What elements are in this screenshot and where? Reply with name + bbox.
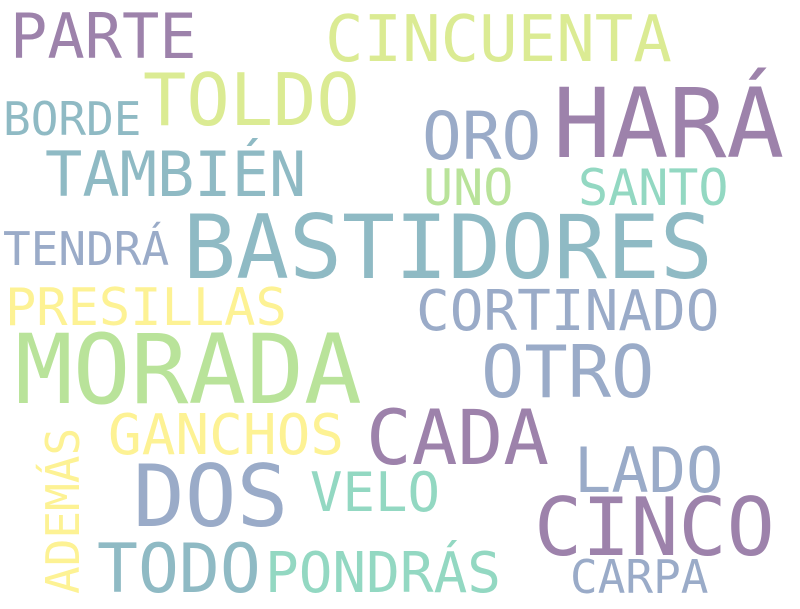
word-toldo: TOLDO: [143, 58, 360, 142]
word-ganchos: GANCHOS: [108, 403, 345, 468]
word-santo: SANTO: [578, 159, 729, 217]
word-lado: LADO: [574, 434, 724, 507]
word-uno: UNO: [423, 159, 514, 217]
word-cada: CADA: [366, 393, 550, 482]
word-cinco: CINCO: [534, 481, 775, 574]
word-parte: PARTE: [10, 0, 197, 73]
word-bastidores: BASTIDORES: [183, 196, 713, 299]
word-velo: VELO: [310, 461, 441, 524]
word-dos: DOS: [133, 447, 289, 547]
word-hara: HARÁ: [553, 68, 785, 180]
word-cortinado: CORTINADO: [416, 279, 720, 344]
word-cincuenta: CINCUENTA: [325, 3, 672, 77]
word-tambien: TAMBIÉN: [45, 138, 307, 211]
word-presillas: PRESILLAS: [5, 278, 287, 338]
word-morada: MORADA: [15, 314, 362, 426]
word-oro: ORO: [422, 98, 542, 175]
word-ademas: ADEMÁS: [36, 427, 90, 594]
word-pondras: PONDRÁS: [265, 541, 502, 606]
word-carpa: CARPA: [570, 550, 709, 604]
word-tendra: TENDRÁ: [3, 222, 170, 276]
word-borde: BORDE: [3, 92, 142, 146]
word-todo: TODO: [97, 530, 261, 609]
word-otro: OTRO: [481, 330, 655, 414]
